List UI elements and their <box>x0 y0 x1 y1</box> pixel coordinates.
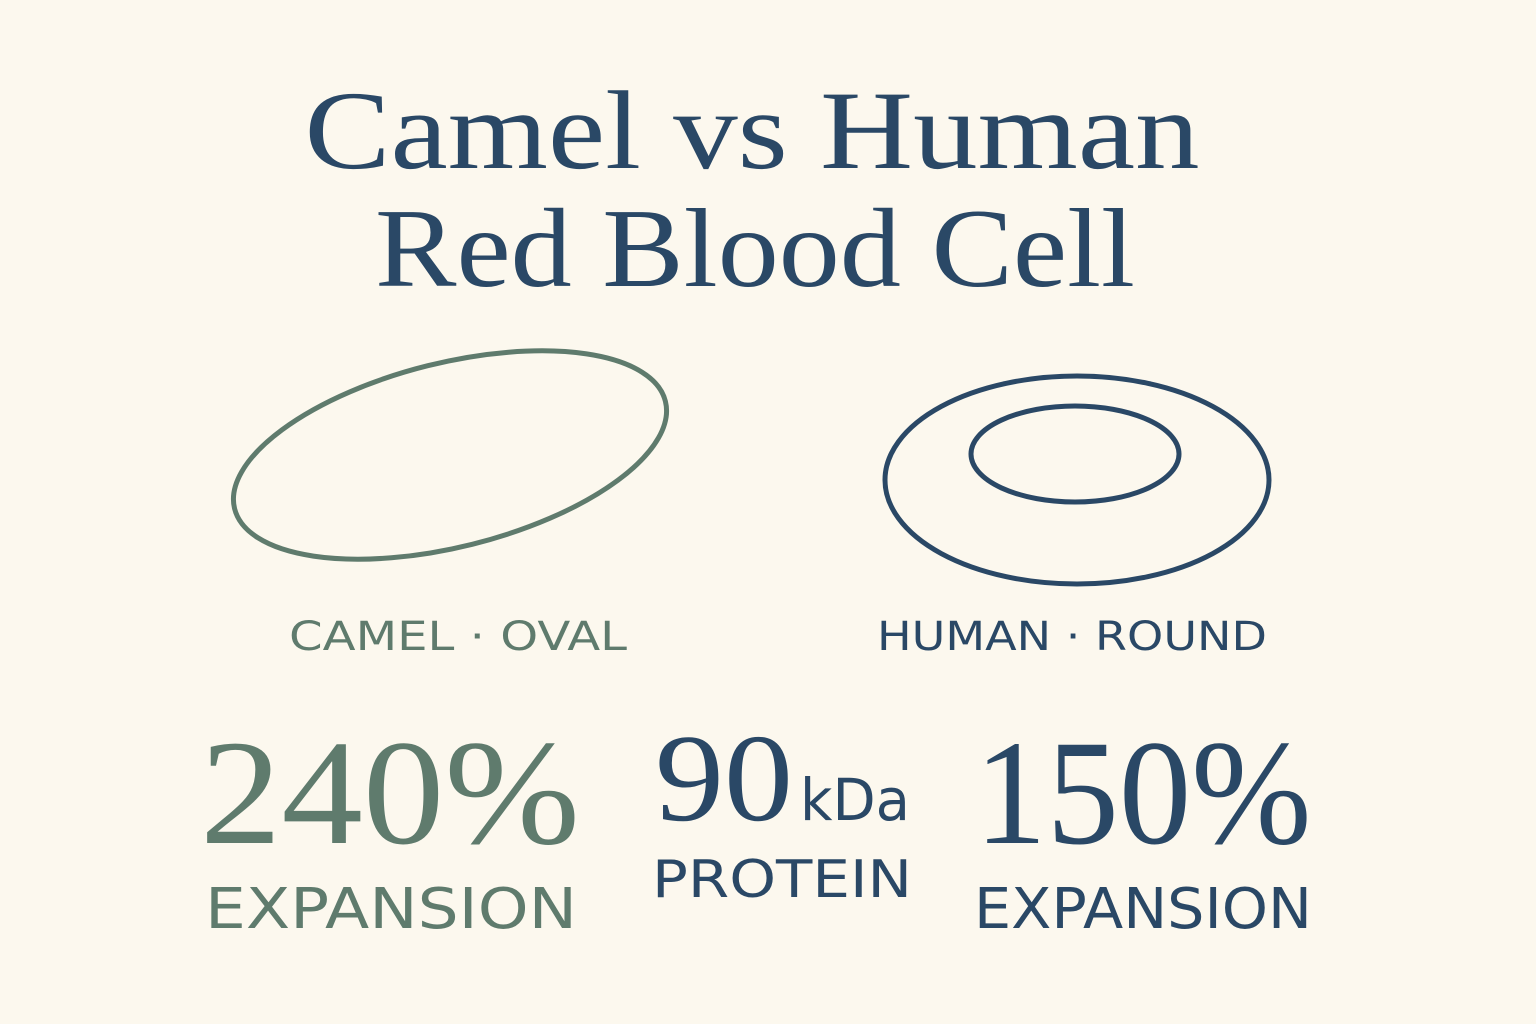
camel-cell <box>230 348 670 562</box>
stat-value: 150% <box>975 710 1312 876</box>
stat-caption: EXPANSION <box>205 877 577 942</box>
stat-caption: EXPANSION <box>974 877 1312 942</box>
cell-label: HUMAN · ROUND <box>877 614 1267 660</box>
stat-caption: PROTEIN <box>652 850 912 910</box>
human-cell-inner <box>968 403 1182 505</box>
stat-value: 240% <box>200 710 580 876</box>
cell-label: CAMEL · OVAL <box>289 614 628 660</box>
stat-value: 90 <box>655 710 793 848</box>
human-cell-outer <box>882 373 1272 587</box>
title-line: Camel vs Human <box>305 69 1200 193</box>
title-line: Red Blood Cell <box>375 187 1135 311</box>
stat-unit: kDa <box>800 766 910 834</box>
